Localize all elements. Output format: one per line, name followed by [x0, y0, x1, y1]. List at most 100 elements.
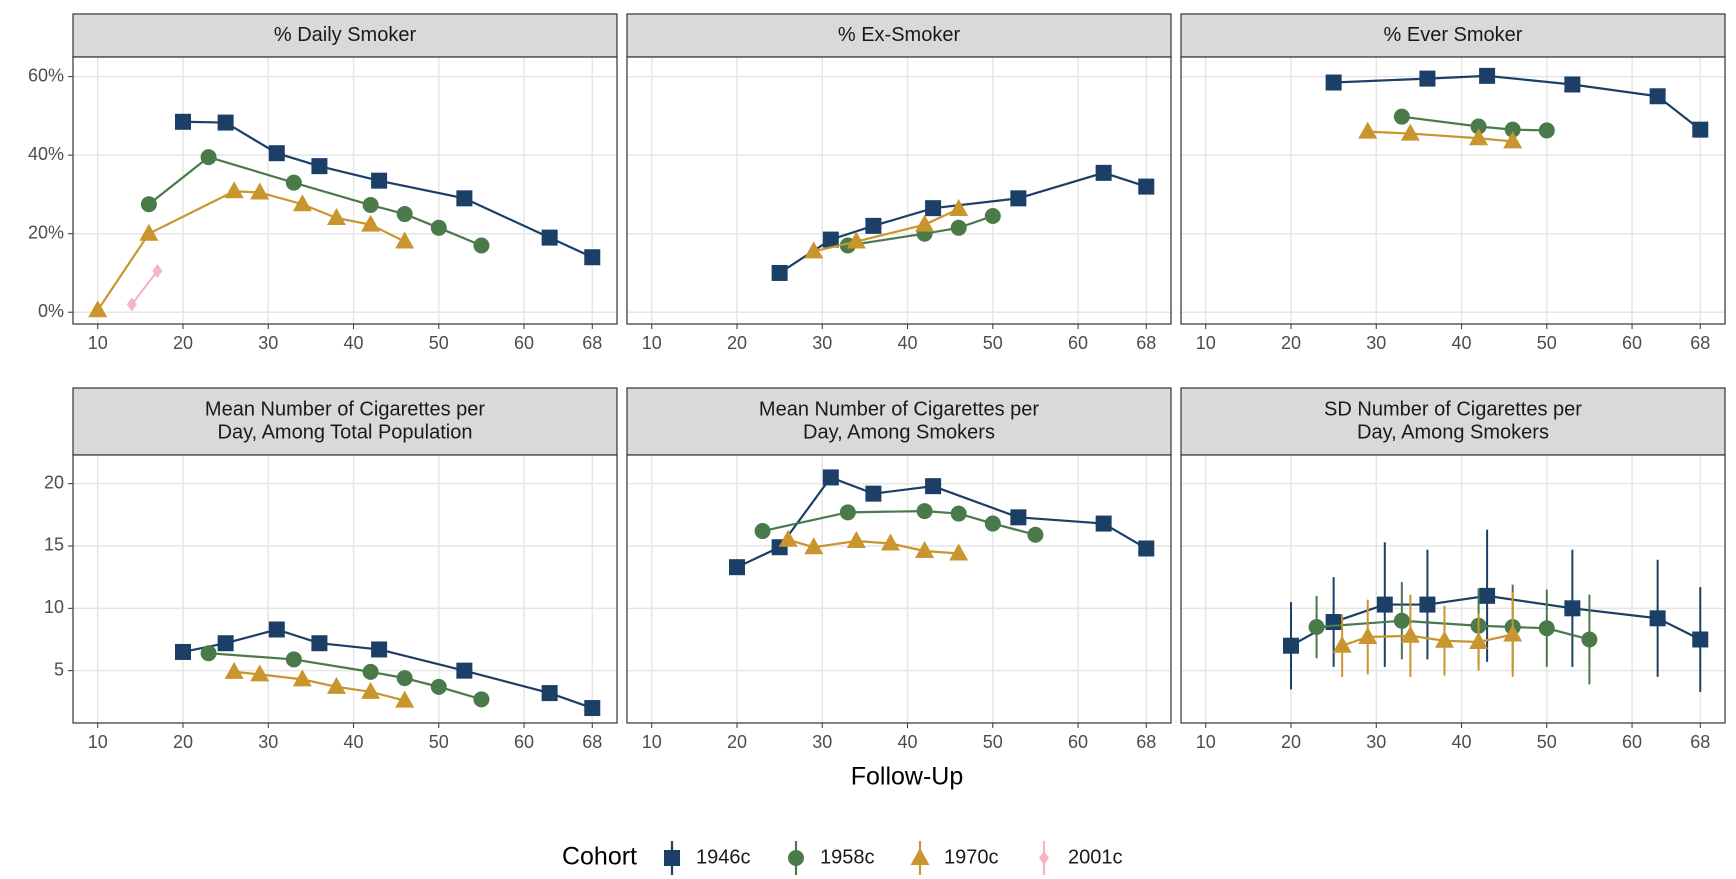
data-point [1393, 108, 1410, 125]
strip [72, 13, 618, 58]
strip [72, 387, 618, 456]
panel-border [72, 454, 618, 724]
x-axis-label: Follow-Up [851, 763, 964, 791]
data-point [984, 208, 1001, 225]
panel-title: Mean Number of Cigarettes per [205, 398, 485, 420]
data-point [728, 559, 745, 576]
series-line [182, 628, 593, 710]
x-tick-label: 30 [812, 732, 832, 752]
data-point [1325, 614, 1342, 631]
legend-label: 1970c [944, 846, 999, 868]
series-line [96, 190, 406, 311]
data-point [949, 543, 969, 561]
x-tick-label: 68 [582, 333, 602, 353]
data-point [949, 198, 969, 216]
data-point [326, 207, 346, 225]
x-tick-label: 60 [1622, 333, 1642, 353]
series-line [813, 207, 960, 253]
y-tick-label: 15 [44, 535, 64, 555]
panel-border [72, 56, 618, 325]
data-point [395, 690, 415, 708]
data-point [174, 643, 191, 660]
x-tick-label: 68 [582, 732, 602, 752]
data-point [822, 231, 839, 248]
series-line [130, 270, 159, 306]
data-point [456, 662, 473, 679]
series-line [1401, 115, 1547, 132]
data-point [1010, 190, 1027, 207]
data-point [1581, 631, 1598, 648]
data-point [285, 651, 302, 668]
data-point [1376, 596, 1393, 613]
x-tick-label: 40 [344, 333, 364, 353]
x-tick-label: 10 [1196, 333, 1216, 353]
x-tick-label: 20 [173, 333, 193, 353]
legend-label: 2001c [1068, 846, 1123, 868]
legend-key [788, 850, 804, 866]
panel-title: Day, Among Smokers [803, 421, 995, 443]
data-point [925, 478, 942, 495]
data-point [174, 113, 191, 130]
data-point [846, 231, 866, 249]
data-point [1358, 626, 1378, 644]
panel-title: SD Number of Cigarettes per [1324, 398, 1582, 420]
data-point [217, 635, 234, 652]
data-point [984, 515, 1001, 532]
data-point [473, 237, 490, 254]
legend-key [910, 848, 930, 865]
data-point [88, 300, 108, 318]
panel [1181, 455, 1725, 723]
data-point [880, 533, 900, 551]
panel-title: Day, Among Total Population [218, 421, 473, 443]
x-tick-label: 40 [1452, 333, 1472, 353]
data-point [865, 485, 882, 502]
data-point [152, 263, 163, 278]
data-point [1504, 121, 1521, 138]
panel [73, 57, 617, 324]
data-point [395, 231, 415, 249]
data-point [1400, 625, 1420, 643]
y-tick-label: 20% [28, 222, 64, 242]
panel-title: Mean Number of Cigarettes per [759, 398, 1039, 420]
legend-label: 1946c [696, 846, 751, 868]
data-point [200, 645, 217, 662]
data-point [839, 504, 856, 521]
data-point [1282, 637, 1299, 654]
data-point [1095, 515, 1112, 532]
x-tick-label: 20 [1281, 732, 1301, 752]
data-point [361, 214, 381, 232]
data-point [140, 196, 157, 213]
data-point [430, 219, 447, 236]
y-tick-label: 0% [38, 301, 64, 321]
x-tick-label: 30 [1366, 732, 1386, 752]
data-point [311, 635, 328, 652]
data-point [1332, 635, 1352, 653]
panel [627, 455, 1171, 723]
x-tick-label: 40 [898, 333, 918, 353]
data-point [292, 194, 312, 212]
legend-key [664, 850, 680, 866]
data-point [430, 678, 447, 695]
data-point [804, 537, 824, 555]
data-point [916, 503, 933, 520]
x-tick-label: 20 [1281, 333, 1301, 353]
x-tick-label: 50 [429, 333, 449, 353]
data-point [126, 297, 137, 312]
panel-border [1180, 56, 1726, 325]
strip [626, 387, 1172, 456]
series-line [1367, 130, 1513, 143]
data-point [1503, 624, 1523, 642]
series-line [182, 120, 593, 259]
data-point [925, 200, 942, 217]
x-tick-label: 10 [642, 732, 662, 752]
data-point [326, 676, 346, 694]
data-point [1564, 76, 1581, 93]
data-point [1419, 596, 1436, 613]
x-tick-label: 60 [514, 732, 534, 752]
data-point [224, 661, 244, 679]
data-point [1393, 612, 1410, 629]
data-point [1400, 123, 1420, 141]
data-point [771, 264, 788, 281]
legend-key [1039, 851, 1049, 865]
